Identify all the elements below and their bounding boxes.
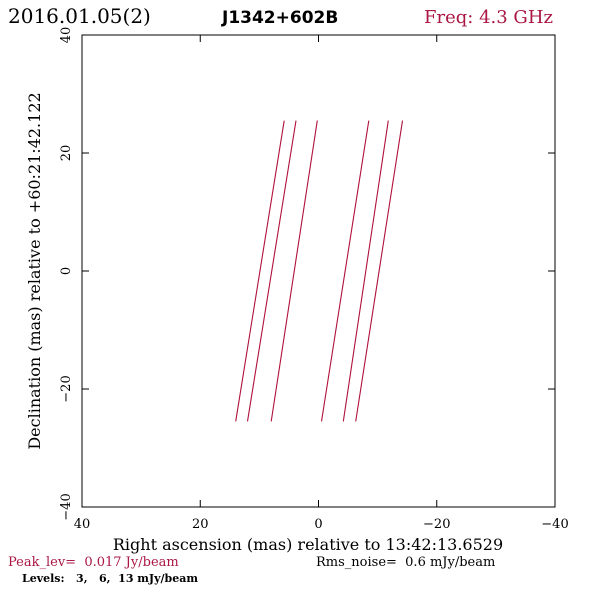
y-tick-label: −40 [59,493,74,520]
x-tick-label: −20 [423,517,450,532]
header-date: 2016.01.05(2) [8,4,151,28]
header-freq: Freq: 4.3 GHz [424,7,553,28]
axis-ticks: 40 20 0 −20 −40 −40 −20 0 20 40 [59,27,569,532]
contour-line [246,120,297,422]
contour-levels: Levels: 3, 6, 13 mJy/beam [22,572,198,585]
contour-line [342,120,389,422]
contour-line [320,120,370,422]
peak-level: Peak_lev= 0.017 Jy/beam [8,555,179,570]
x-tick-label: 0 [314,517,322,532]
y-tick-label: 40 [59,27,74,44]
x-axis-label: Right ascension (mas) relative to 13:42:… [113,535,503,554]
plot-frame [81,34,556,508]
x-tick-label: −40 [541,517,568,532]
x-tick-label: 20 [192,517,209,532]
header-source: J1342+602B [221,8,338,28]
contour-line [270,120,318,422]
contour-lines [235,120,404,422]
contour-line [355,120,404,422]
y-tick-label: 0 [59,267,74,275]
y-tick-label: 20 [59,145,74,162]
y-axis-label: Declination (mas) relative to +60:21:42.… [25,92,44,449]
x-tick-label: 40 [74,517,91,532]
rms-noise: Rms_noise= 0.6 mJy/beam [316,555,495,570]
y-tick-label: −20 [59,375,74,402]
contour-line [235,120,285,422]
